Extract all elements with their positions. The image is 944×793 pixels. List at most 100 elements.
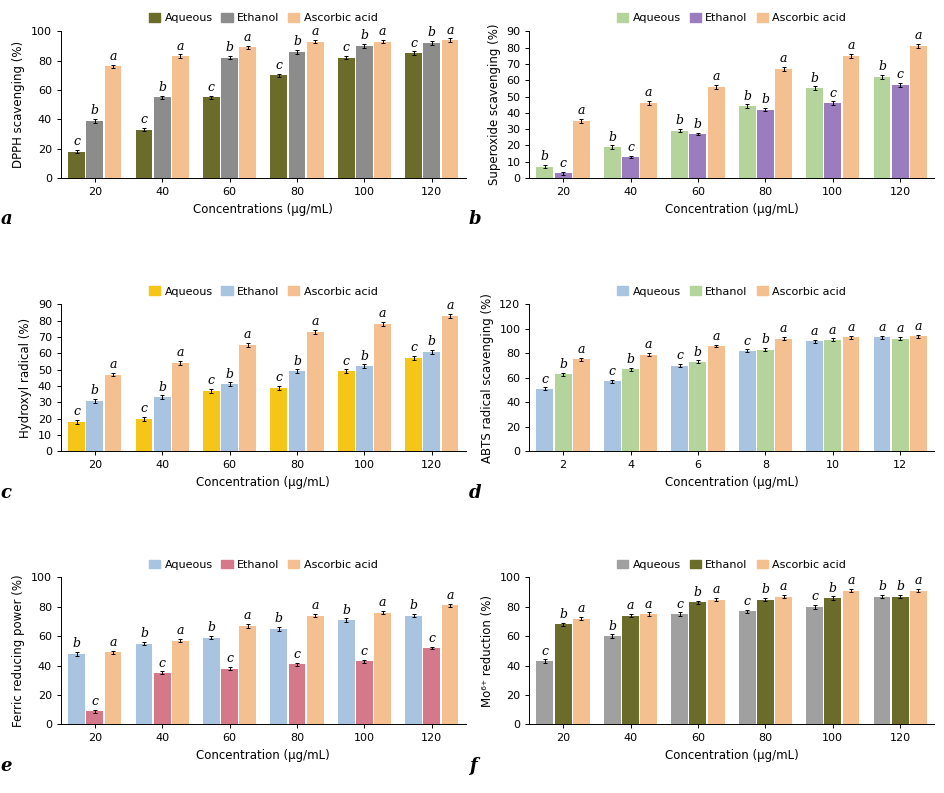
Bar xyxy=(203,638,220,724)
X-axis label: Concentration (μg/mL): Concentration (μg/mL) xyxy=(196,749,329,762)
Bar xyxy=(823,103,840,178)
Y-axis label: Mo⁶⁺ reduction (%): Mo⁶⁺ reduction (%) xyxy=(480,595,494,707)
Bar xyxy=(307,615,323,724)
Bar xyxy=(356,366,373,451)
Bar xyxy=(68,654,85,724)
Bar xyxy=(756,109,773,178)
Bar xyxy=(270,388,287,451)
Bar xyxy=(239,48,256,178)
Text: b: b xyxy=(207,621,215,634)
Text: b: b xyxy=(559,358,566,371)
Bar xyxy=(356,46,373,178)
Text: a: a xyxy=(847,39,853,52)
Text: a: a xyxy=(379,596,386,609)
Bar xyxy=(423,351,440,451)
Text: b: b xyxy=(158,381,166,393)
Bar xyxy=(86,400,103,451)
Text: c: c xyxy=(559,157,566,170)
Text: c: c xyxy=(361,645,367,658)
Bar xyxy=(135,419,152,451)
Bar xyxy=(707,600,724,724)
Bar xyxy=(554,625,571,724)
Text: b: b xyxy=(828,581,835,595)
Bar xyxy=(356,661,373,724)
Bar xyxy=(909,46,926,178)
Bar xyxy=(640,354,656,451)
Bar xyxy=(105,374,121,451)
Bar xyxy=(621,615,638,724)
Text: a: a xyxy=(577,602,584,615)
Bar xyxy=(842,591,858,724)
Text: a: a xyxy=(312,316,319,328)
Text: c: c xyxy=(208,374,214,387)
Legend: Aqueous, Ethanol, Ascorbic acid: Aqueous, Ethanol, Ascorbic acid xyxy=(146,284,379,299)
Text: a: a xyxy=(712,583,719,596)
Text: b: b xyxy=(877,60,885,73)
Bar xyxy=(738,106,755,178)
Bar xyxy=(105,67,121,178)
Bar xyxy=(337,371,354,451)
Bar xyxy=(823,598,840,724)
Bar xyxy=(707,346,724,451)
Text: a: a xyxy=(577,343,584,356)
Text: b: b xyxy=(342,603,350,616)
Text: c: c xyxy=(141,113,147,126)
Text: e: e xyxy=(0,757,12,775)
Text: a: a xyxy=(712,70,719,83)
Bar xyxy=(872,596,889,724)
Bar xyxy=(774,69,791,178)
Text: c: c xyxy=(896,68,902,82)
X-axis label: Concentration (μg/mL): Concentration (μg/mL) xyxy=(664,476,798,488)
Text: c: c xyxy=(343,354,349,367)
Text: a: a xyxy=(779,52,786,65)
Text: c: c xyxy=(743,595,750,607)
Y-axis label: DPPH scavenging (%): DPPH scavenging (%) xyxy=(12,41,25,168)
Text: a: a xyxy=(244,328,251,342)
Text: b: b xyxy=(810,71,818,85)
Text: c: c xyxy=(141,402,147,415)
Text: c: c xyxy=(608,366,615,378)
Text: c: c xyxy=(541,645,548,657)
Bar xyxy=(374,613,391,724)
Bar xyxy=(621,370,638,451)
Bar xyxy=(270,75,287,178)
Bar xyxy=(621,157,638,178)
Text: a: a xyxy=(779,323,786,335)
Bar xyxy=(423,43,440,178)
Bar xyxy=(441,40,458,178)
X-axis label: Concentration (μg/mL): Concentration (μg/mL) xyxy=(196,476,329,488)
X-axis label: Concentration (μg/mL): Concentration (μg/mL) xyxy=(664,749,798,762)
Bar xyxy=(842,56,858,178)
Text: b: b xyxy=(626,353,633,366)
Bar xyxy=(154,98,171,178)
Text: a: a xyxy=(914,574,921,587)
Bar xyxy=(172,56,189,178)
Text: b: b xyxy=(293,35,301,48)
Bar xyxy=(374,41,391,178)
Bar xyxy=(203,391,220,451)
Text: c: c xyxy=(275,371,282,384)
Bar xyxy=(670,615,687,724)
Text: b: b xyxy=(761,333,768,347)
Text: c: c xyxy=(810,590,818,603)
Text: a: a xyxy=(712,330,719,343)
Text: b: b xyxy=(275,612,282,626)
Bar xyxy=(738,611,755,724)
Text: a: a xyxy=(446,24,453,36)
Bar xyxy=(239,626,256,724)
Text: c: c xyxy=(541,373,548,385)
Bar xyxy=(221,668,238,724)
Text: a: a xyxy=(877,321,885,334)
Text: a: a xyxy=(110,636,117,649)
Text: b: b xyxy=(608,619,615,633)
Bar xyxy=(640,103,656,178)
Text: c: c xyxy=(676,598,683,611)
Bar xyxy=(154,673,171,724)
Bar xyxy=(823,340,840,451)
Bar xyxy=(536,167,553,178)
Bar xyxy=(307,41,323,178)
Bar xyxy=(872,77,889,178)
Text: b: b xyxy=(293,354,301,367)
Text: b: b xyxy=(877,580,885,593)
Bar xyxy=(554,173,571,178)
